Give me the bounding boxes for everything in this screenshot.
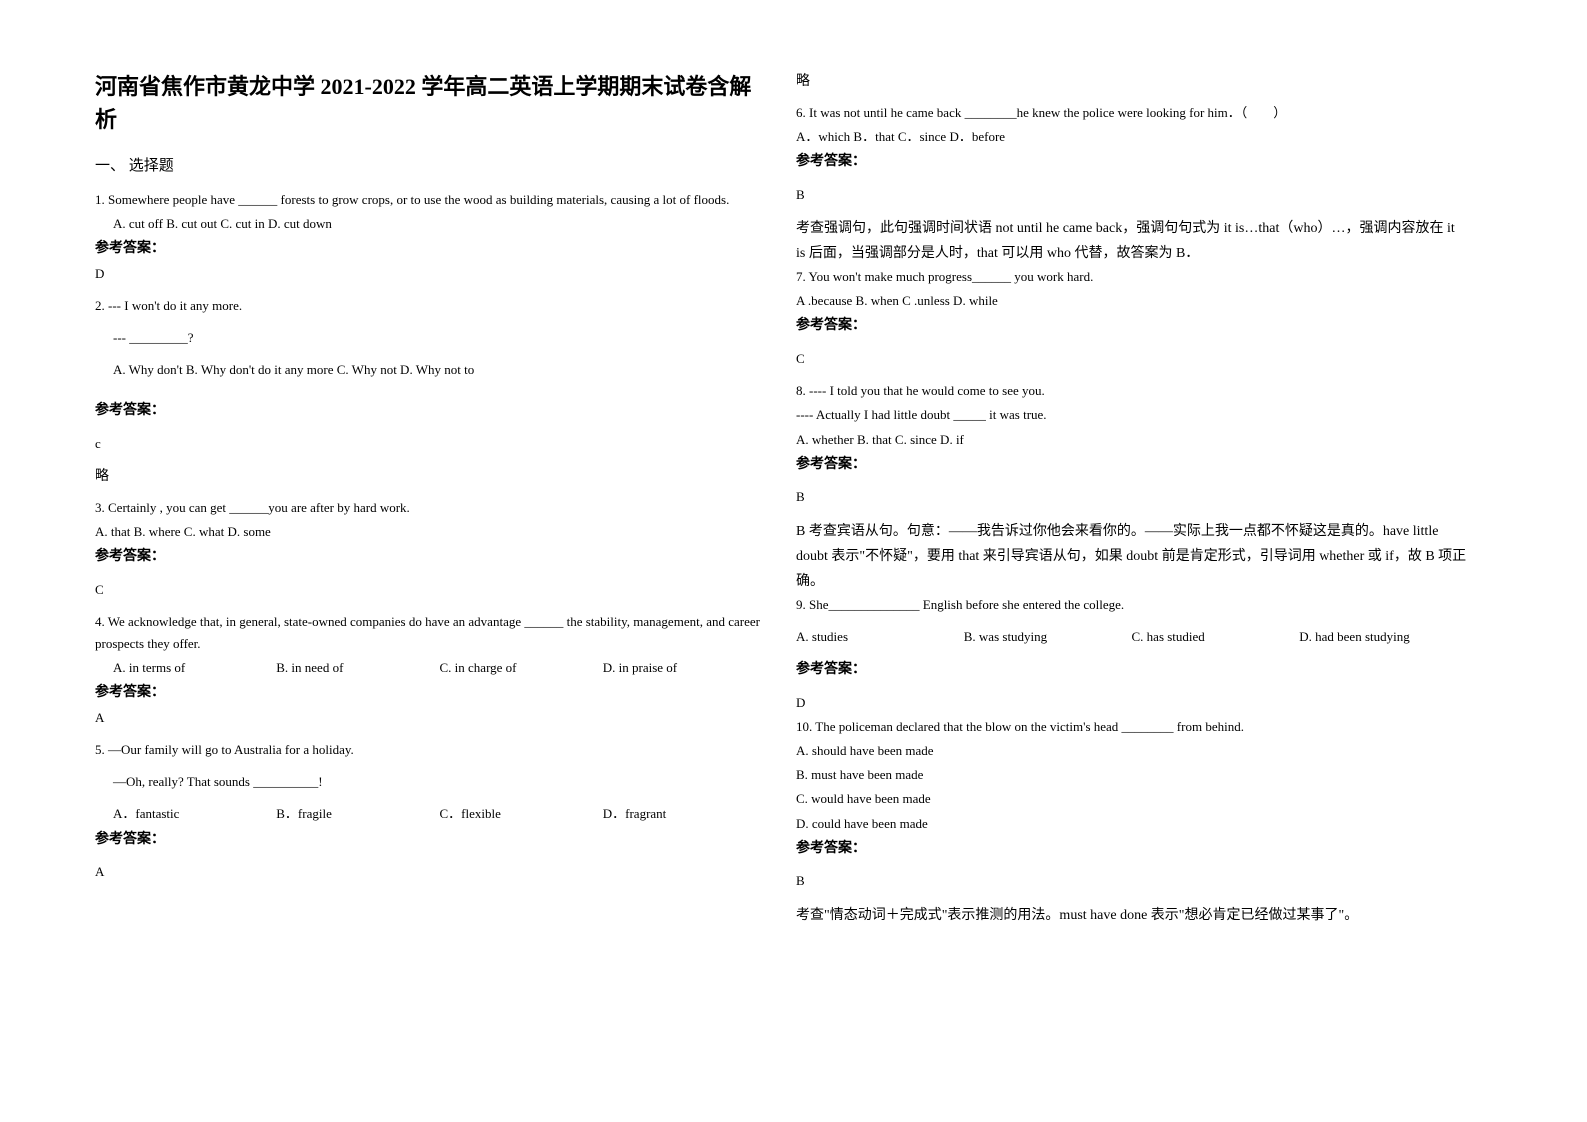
section-heading: 一、 选择题	[95, 154, 766, 175]
left-column: 河南省焦作市黄龙中学 2021-2022 学年高二英语上学期期末试卷含解析 一、…	[95, 70, 796, 1082]
q8-text2: ---- Actually I had little doubt _____ i…	[796, 404, 1467, 426]
q10-answer: B	[796, 870, 1467, 892]
q1-answer: D	[95, 263, 766, 285]
q4-answer: A	[95, 707, 766, 729]
q3-options: A. that B. where C. what D. some	[95, 521, 766, 543]
q5-text1: 5. —Our family will go to Australia for …	[95, 739, 766, 761]
q10-optA: A. should have been made	[796, 740, 1467, 762]
q6-text: 6. It was not until he came back _______…	[796, 102, 1467, 124]
q7-answer: C	[796, 348, 1467, 370]
q9-optB: B. was studying	[964, 626, 1132, 648]
q5-lue: 略	[796, 70, 1467, 94]
q8-answer: B	[796, 486, 1467, 508]
right-column: 略 6. It was not until he came back _____…	[796, 70, 1497, 1082]
q6-options: A．which B．that C．since D．before	[796, 126, 1467, 148]
q4-options: A. in terms of B. in need of C. in charg…	[95, 657, 766, 679]
q4-optB: B. in need of	[276, 657, 439, 679]
q8-options: A. whether B. that C. since D. if	[796, 429, 1467, 451]
q10-optD: D. could have been made	[796, 813, 1467, 835]
q5-answer: A	[95, 861, 766, 883]
q9-options: A. studies B. was studying C. has studie…	[796, 626, 1467, 648]
q5-optD: D．fragrant	[603, 803, 766, 825]
answer-label: 参考答案：	[95, 828, 766, 852]
answer-label: 参考答案：	[796, 314, 1467, 338]
q10-optB: B. must have been made	[796, 764, 1467, 786]
q8-text1: 8. ---- I told you that he would come to…	[796, 380, 1467, 402]
q2-options: A. Why don't B. Why don't do it any more…	[95, 359, 766, 381]
q10-text: 10. The policeman declared that the blow…	[796, 716, 1467, 738]
q4-text: 4. We acknowledge that, in general, stat…	[95, 611, 766, 655]
q7-text: 7. You won't make much progress______ yo…	[796, 266, 1467, 288]
q4-optA: A. in terms of	[113, 657, 276, 679]
q9-optD: D. had been studying	[1299, 626, 1467, 648]
page-title: 河南省焦作市黄龙中学 2021-2022 学年高二英语上学期期末试卷含解析	[95, 70, 766, 136]
answer-label: 参考答案：	[95, 545, 766, 569]
q9-optC: C. has studied	[1132, 626, 1300, 648]
q2-lue: 略	[95, 465, 766, 489]
answer-label: 参考答案：	[796, 837, 1467, 861]
q5-optC: C．flexible	[440, 803, 603, 825]
q9-answer: D	[796, 692, 1467, 714]
q9-optA: A. studies	[796, 626, 964, 648]
q3-answer: C	[95, 579, 766, 601]
q6-answer: B	[796, 184, 1467, 206]
q10-explanation: 考查"情态动词＋完成式"表示推测的用法。must have done 表示"想必…	[796, 903, 1467, 928]
q2-text2: --- _________?	[95, 327, 766, 349]
answer-label: 参考答案：	[796, 658, 1467, 682]
q2-answer: c	[95, 433, 766, 455]
q5-optB: B．fragile	[276, 803, 439, 825]
q1-options: A. cut off B. cut out C. cut in D. cut d…	[95, 213, 766, 235]
answer-label: 参考答案：	[796, 453, 1467, 477]
q2-text1: 2. --- I won't do it any more.	[95, 295, 766, 317]
q3-text: 3. Certainly , you can get ______you are…	[95, 497, 766, 519]
q8-explanation: B 考查宾语从句。句意：——我告诉过你他会来看你的。——实际上我一点都不怀疑这是…	[796, 519, 1467, 595]
q5-text2: —Oh, really? That sounds __________!	[95, 771, 766, 793]
q10-optC: C. would have been made	[796, 788, 1467, 810]
q4-optD: D. in praise of	[603, 657, 766, 679]
answer-label: 参考答案：	[95, 237, 766, 261]
q5-optA: A．fantastic	[113, 803, 276, 825]
answer-label: 参考答案：	[796, 150, 1467, 174]
q5-options: A．fantastic B．fragile C．flexible D．fragr…	[95, 803, 766, 825]
answer-label: 参考答案：	[95, 681, 766, 705]
q7-options: A .because B. when C .unless D. while	[796, 290, 1467, 312]
q6-explanation: 考查强调句，此句强调时间状语 not until he came back，强调…	[796, 216, 1467, 266]
q1-text: 1. Somewhere people have ______ forests …	[95, 189, 766, 211]
answer-label: 参考答案：	[95, 399, 766, 423]
q4-optC: C. in charge of	[440, 657, 603, 679]
q9-text: 9. She______________ English before she …	[796, 594, 1467, 616]
